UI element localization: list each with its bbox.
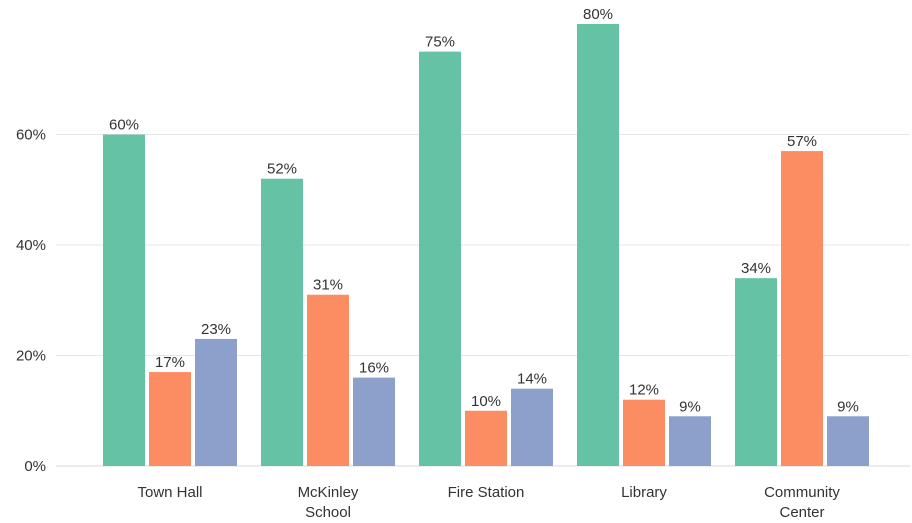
data-label: 75% — [425, 34, 455, 51]
bar-series3-cat5 — [827, 416, 869, 466]
data-label: 14% — [517, 371, 547, 388]
bar-series2-cat4 — [623, 399, 665, 466]
data-label: 23% — [201, 321, 231, 338]
bar-series1-cat5 — [735, 278, 777, 466]
bar-series1-cat1 — [103, 134, 145, 466]
data-label: 34% — [741, 260, 771, 277]
data-label: 52% — [267, 161, 297, 178]
value-labels: 60% 52% 75% 80% 34% 17% 31% 10% 12% 57% 23% 16% 14% 9… — [109, 6, 859, 415]
bar-series3-cat4 — [669, 416, 711, 466]
y-tick-label: 40% — [16, 237, 46, 254]
bar-series3-cat1 — [195, 338, 237, 466]
x-tick-label-line: McKinley — [298, 484, 359, 501]
data-label: 12% — [629, 382, 659, 399]
bar-series2-cat5 — [781, 151, 823, 466]
x-tick-label-line: Center — [779, 504, 824, 521]
axes: 0% 20% 40% 60% Town Hall McKinley School Fire S… — [16, 127, 840, 522]
x-tick-label-line: Community — [764, 484, 840, 501]
bar-series3-cat2 — [353, 377, 395, 466]
data-label: 60% — [109, 117, 139, 134]
bar-series2-cat2 — [307, 294, 349, 466]
data-label: 10% — [471, 393, 501, 410]
y-tick-label: 20% — [16, 348, 46, 365]
bar-series2-cat1 — [149, 372, 191, 466]
data-label: 17% — [155, 354, 185, 371]
x-tick-label: Town Hall — [137, 484, 202, 501]
x-tick-label-line: Library — [621, 484, 667, 501]
x-tick-label: Fire Station — [448, 484, 525, 501]
bar-series1-cat4 — [577, 24, 619, 466]
x-tick-label: Community Center — [764, 484, 840, 521]
x-tick-label: McKinley School — [298, 484, 359, 521]
x-tick-label-line: Town Hall — [137, 484, 202, 501]
bar-series2-cat3 — [465, 410, 507, 466]
y-tick-label: 0% — [24, 458, 46, 475]
bars — [103, 24, 869, 466]
data-label: 31% — [313, 277, 343, 294]
y-tick-label: 60% — [16, 127, 46, 144]
bar-series3-cat3 — [511, 388, 553, 466]
data-label: 16% — [359, 360, 389, 377]
data-label: 57% — [787, 133, 817, 150]
data-label: 9% — [679, 398, 701, 415]
x-tick-label-line: School — [305, 504, 351, 521]
x-tick-label: Library — [621, 484, 667, 501]
x-tick-label-line: Fire Station — [448, 484, 525, 501]
bar-series1-cat2 — [261, 178, 303, 466]
data-label: 80% — [583, 6, 613, 23]
bar-series1-cat3 — [419, 51, 461, 466]
data-label: 9% — [837, 398, 859, 415]
